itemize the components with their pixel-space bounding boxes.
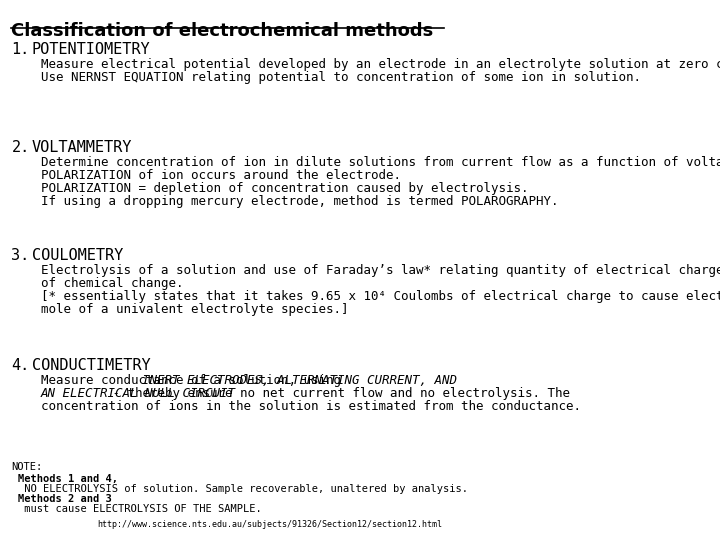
Text: Determine concentration of ion in dilute solutions from current flow as a functi: Determine concentration of ion in dilute… (41, 156, 720, 169)
Text: Classification of electrochemical methods: Classification of electrochemical method… (12, 22, 433, 40)
Text: VOLTAMMETRY: VOLTAMMETRY (32, 140, 132, 155)
Text: CONDUCTIMETRY: CONDUCTIMETRY (32, 358, 150, 373)
Text: Measure electrical potential developed by an electrode in an electrolyte solutio: Measure electrical potential developed b… (41, 58, 720, 71)
Text: Electrolysis of a solution and use of Faraday’s law* relating quantity of electr: Electrolysis of a solution and use of Fa… (41, 264, 720, 277)
Text: Measure conductance of a solution, using: Measure conductance of a solution, using (41, 374, 348, 387)
Text: concentration of ions in the solution is estimated from the conductance.: concentration of ions in the solution is… (41, 400, 581, 413)
Text: POLARIZATION of ion occurs around the electrode.: POLARIZATION of ion occurs around the el… (41, 169, 401, 182)
Text: 4.: 4. (12, 358, 30, 373)
Text: mole of a univalent electrolyte species.]: mole of a univalent electrolyte species.… (41, 303, 348, 316)
Text: - thereby ensure no net current flow and no electrolysis. The: - thereby ensure no net current flow and… (105, 387, 570, 400)
Text: AN ELECTRICAL NULL CIRCUIT: AN ELECTRICAL NULL CIRCUIT (41, 387, 236, 400)
Text: Methods 1 and 4,: Methods 1 and 4, (18, 474, 117, 484)
Text: COULOMETRY: COULOMETRY (32, 248, 123, 263)
Text: NOTE:: NOTE: (12, 462, 42, 472)
Text: Methods 2 and 3: Methods 2 and 3 (18, 494, 112, 504)
Text: http://www.science.nts.edu.au/subjects/91326/Section12/section12.html: http://www.science.nts.edu.au/subjects/9… (97, 520, 443, 529)
Text: 3.: 3. (12, 248, 30, 263)
Text: must cause ELECTROLYSIS OF THE SAMPLE.: must cause ELECTROLYSIS OF THE SAMPLE. (18, 504, 261, 514)
Text: Use NERNST EQUATION relating potential to concentration of some ion in solution.: Use NERNST EQUATION relating potential t… (41, 71, 641, 84)
Text: 1.: 1. (12, 42, 30, 57)
Text: 2.: 2. (12, 140, 30, 155)
Text: [* essentially states that it takes 9.65 x 10⁴ Coulombs of electrical charge to : [* essentially states that it takes 9.65… (41, 290, 720, 303)
Text: NO ELECTROLYSIS of solution. Sample recoverable, unaltered by analysis.: NO ELECTROLYSIS of solution. Sample reco… (18, 484, 468, 494)
Text: If using a dropping mercury electrode, method is termed POLAROGRAPHY.: If using a dropping mercury electrode, m… (41, 195, 559, 208)
Text: POLARIZATION = depletion of concentration caused by electrolysis.: POLARIZATION = depletion of concentratio… (41, 182, 528, 195)
Text: POTENTIOMETRY: POTENTIOMETRY (32, 42, 150, 57)
Text: INERT ELECTRODES, ALTERNATING CURRENT, AND: INERT ELECTRODES, ALTERNATING CURRENT, A… (142, 374, 457, 387)
Text: of chemical change.: of chemical change. (41, 277, 184, 290)
